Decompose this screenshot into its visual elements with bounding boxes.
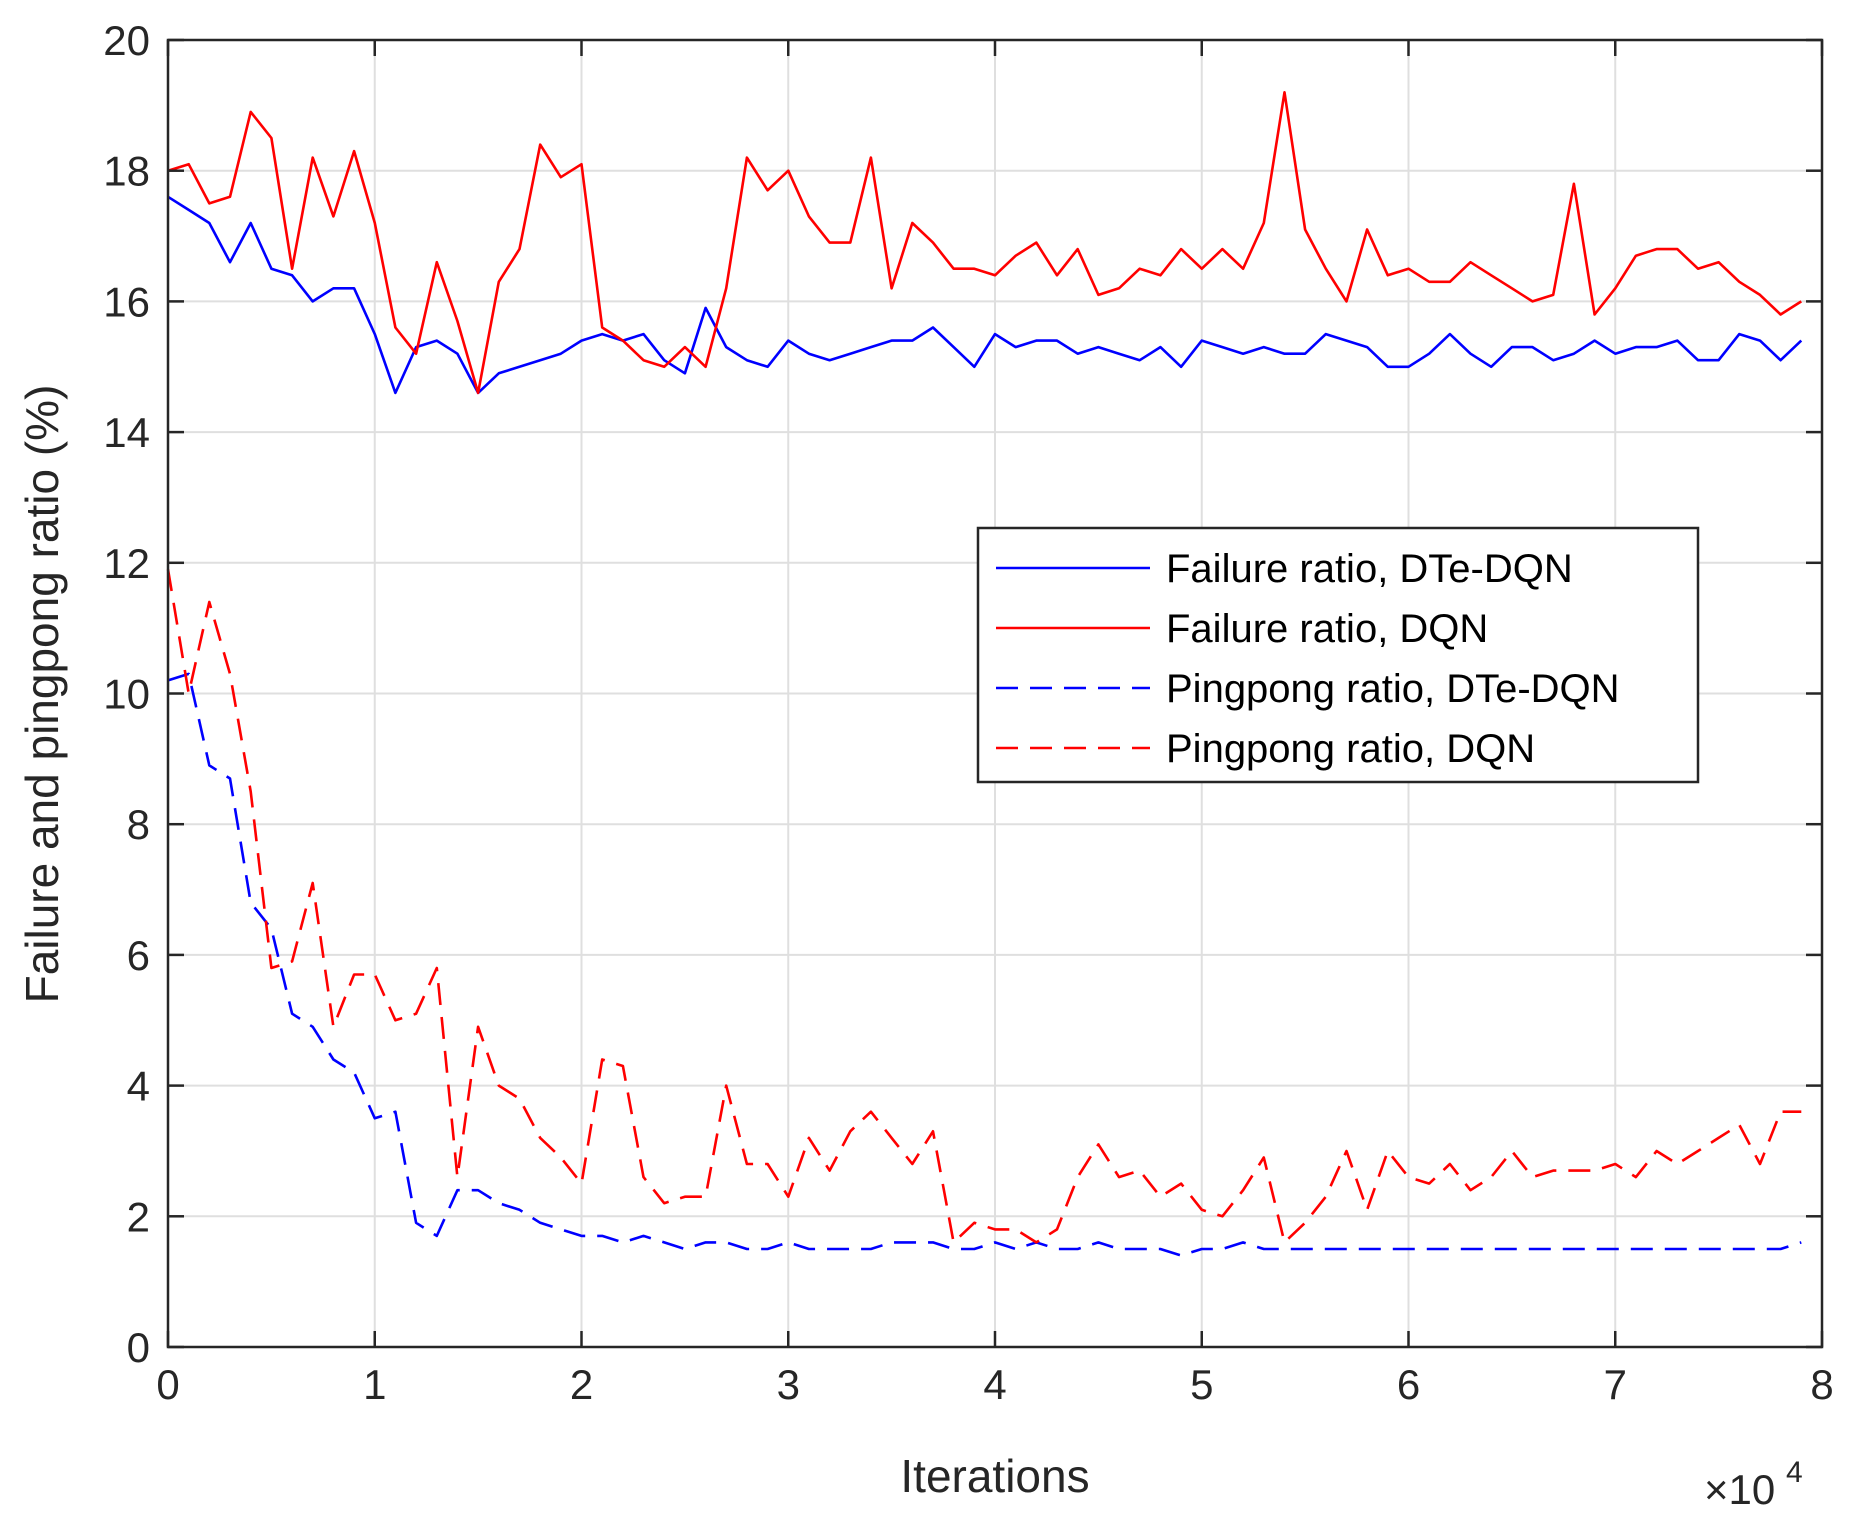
x-tick-label: 4 — [983, 1361, 1006, 1408]
x-tick-label: 1 — [363, 1361, 386, 1408]
series-line-2 — [167, 91, 1802, 395]
x-exponent-label: ×10 4 — [1704, 1456, 1803, 1513]
y-tick-label: 0 — [127, 1324, 150, 1371]
y-tick-label: 8 — [127, 801, 150, 848]
y-tick-label: 14 — [103, 409, 150, 456]
x-tick-labels: 0 1 2 3 4 5 6 7 8 — [156, 1361, 1833, 1408]
series-line-3 — [167, 672, 1802, 1257]
series-line-4 — [166, 569, 1802, 1244]
x-tick-label: 0 — [156, 1361, 179, 1408]
y-tick-labels: 0 2 4 6 8 10 12 14 16 18 20 — [103, 17, 150, 1371]
y-tick-label: 18 — [103, 148, 150, 195]
y-tick-label: 12 — [103, 540, 150, 587]
ticks — [166, 38, 1824, 1349]
x-tick-label: 2 — [570, 1361, 593, 1408]
series-line-1 — [167, 195, 1803, 395]
y-tick-label: 6 — [127, 932, 150, 979]
legend-label-2: Failure ratio, DQN — [1166, 607, 1488, 651]
x-exponent-base: ×10 — [1704, 1466, 1775, 1513]
y-tick-label: 10 — [103, 671, 150, 718]
legend-label-4: Pingpong ratio, DQN — [1166, 727, 1535, 771]
series-lines — [166, 91, 1803, 1257]
y-tick-label: 16 — [103, 278, 150, 325]
x-tick-label: 3 — [777, 1361, 800, 1408]
y-tick-label: 4 — [127, 1063, 150, 1110]
x-tick-label: 5 — [1190, 1361, 1213, 1408]
legend-label-1: Failure ratio, DTe-DQN — [1166, 547, 1573, 591]
x-tick-label: 7 — [1604, 1361, 1627, 1408]
y-axis-label: Failure and pingpong ratio (%) — [16, 385, 68, 1004]
x-axis-label: Iterations — [900, 1450, 1089, 1502]
legend-label-3: Pingpong ratio, DTe-DQN — [1166, 667, 1620, 711]
y-tick-label: 2 — [127, 1193, 150, 1240]
y-tick-label: 20 — [103, 17, 150, 64]
x-tick-label: 6 — [1397, 1361, 1420, 1408]
x-tick-label: 8 — [1810, 1361, 1833, 1408]
legend-box — [976, 526, 1700, 784]
legend: Failure ratio, DTe-DQN Failure ratio, DQN… — [976, 526, 1700, 784]
x-exponent-power: 4 — [1786, 1456, 1803, 1489]
